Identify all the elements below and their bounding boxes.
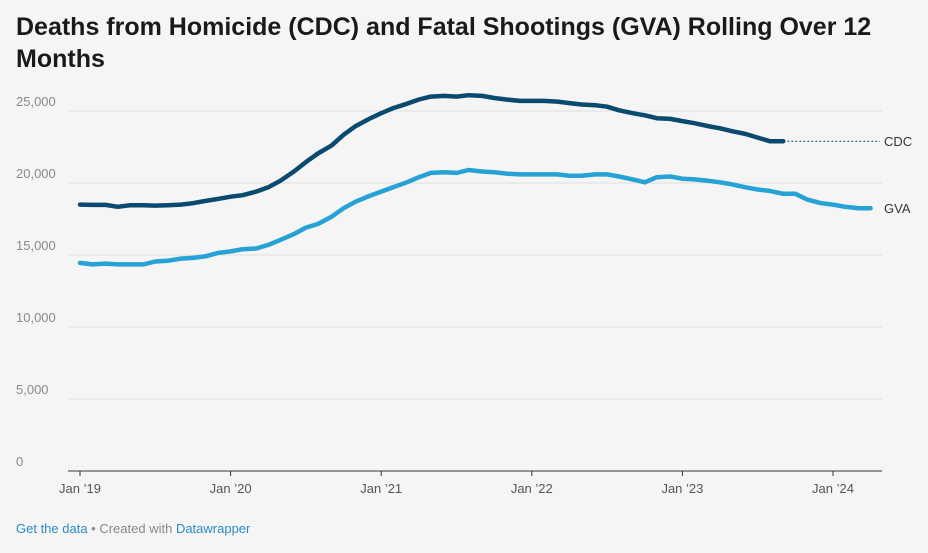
x-tick-label: Jan ’19: [59, 481, 101, 496]
series-label-cdc: CDC: [884, 134, 912, 149]
series-line-gva: [77, 167, 873, 267]
y-tick-label: 5,000: [16, 382, 49, 397]
y-tick-label: 20,000: [16, 166, 56, 181]
datawrapper-link[interactable]: Datawrapper: [175, 521, 251, 536]
label-layer: CDC GVA: [787, 134, 912, 216]
axis-layer: 0 5,000 10,000 15,000 20,000 25,000 Jan ’19 Jan…: [16, 94, 882, 496]
grid-layer: [68, 110, 882, 400]
footer-separator: • Created with: [87, 521, 176, 536]
series-line-cdc: [77, 92, 786, 210]
get-data-link[interactable]: Get the data: [16, 521, 88, 536]
chart-footer: Get the data • Created with Datawrapper: [16, 521, 250, 536]
y-tick-label: 25,000: [16, 94, 56, 109]
x-tick-label: Jan ’22: [511, 481, 553, 496]
chart-title: Deaths from Homicide (CDC) and Fatal Sho…: [16, 13, 872, 73]
y-tick-label: 15,000: [16, 238, 56, 253]
y-tick-label: 10,000: [16, 310, 56, 325]
x-tick-label: Jan ’21: [360, 481, 402, 496]
series-layer: [77, 92, 873, 267]
x-tick-label: Jan ’23: [661, 481, 703, 496]
y-tick-label: 0: [16, 454, 23, 469]
x-tick-label: Jan ’24: [812, 481, 854, 496]
x-tick-label: Jan ’20: [210, 481, 252, 496]
series-label-gva: GVA: [884, 201, 911, 216]
